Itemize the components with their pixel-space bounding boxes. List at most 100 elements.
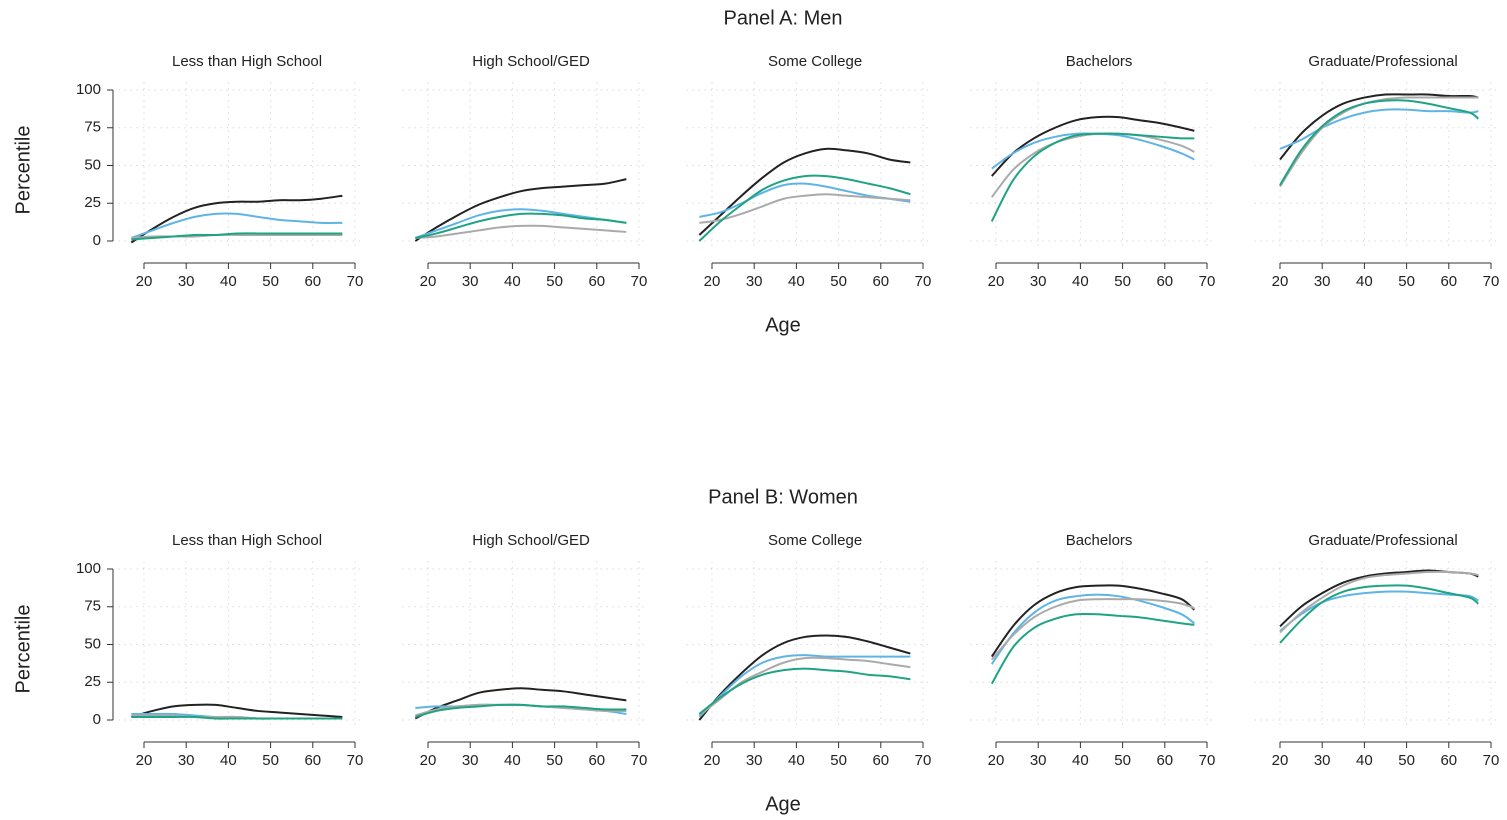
y-tick-label: 50 (84, 635, 101, 652)
line-series (131, 232, 343, 241)
subplot-title: Less than High School (172, 53, 322, 70)
x-tick-label: 20 (704, 752, 721, 769)
x-tick-label: 20 (420, 752, 437, 769)
line-series (991, 115, 1195, 177)
x-tick-label: 40 (1072, 273, 1089, 290)
line-series (698, 147, 911, 236)
subplot-title: Some College (768, 532, 862, 549)
panel-title: Panel B: Women (708, 486, 858, 508)
x-tick-label: 50 (262, 273, 279, 290)
x-tick-label: 40 (1072, 752, 1089, 769)
x-tick-label: 20 (1272, 273, 1289, 290)
y-axis-label: Percentile (12, 126, 34, 215)
x-tick-label: 60 (872, 273, 889, 290)
x-tick-label: 30 (462, 273, 479, 290)
line-series (698, 667, 911, 715)
x-tick-label: 20 (1272, 752, 1289, 769)
line-series (990, 132, 1195, 222)
y-tick-label: 50 (84, 156, 101, 173)
x-tick-label: 60 (1156, 273, 1173, 290)
y-tick-label: 25 (84, 194, 101, 211)
subplot-title: Bachelors (1066, 532, 1133, 549)
line-series (991, 598, 1195, 661)
line-series (131, 715, 343, 720)
x-tick-label: 40 (504, 752, 521, 769)
panel-title: Panel A: Men (724, 7, 843, 29)
line-series (990, 593, 1195, 665)
x-tick-label: 30 (1314, 752, 1331, 769)
x-tick-label: 70 (915, 273, 932, 290)
subplot-title: Bachelors (1066, 53, 1133, 70)
x-tick-label: 60 (588, 273, 605, 290)
y-tick-label: 75 (84, 119, 101, 136)
line-series (415, 703, 627, 718)
line-series (1279, 584, 1479, 644)
line-series (699, 193, 911, 224)
x-tick-label: 40 (788, 273, 805, 290)
subplot-title: High School/GED (472, 532, 590, 549)
x-tick-label: 50 (262, 752, 279, 769)
x-tick-label: 70 (347, 273, 364, 290)
y-tick-label: 0 (93, 232, 101, 249)
line-series (131, 212, 343, 239)
x-tick-label: 20 (988, 752, 1005, 769)
x-tick-label: 40 (1356, 752, 1373, 769)
y-tick-label: 100 (76, 81, 101, 98)
x-tick-label: 70 (631, 273, 648, 290)
line-series (415, 224, 627, 239)
line-series (698, 654, 911, 718)
line-series (414, 687, 627, 720)
x-tick-label: 50 (1398, 273, 1415, 290)
x-tick-label: 40 (788, 752, 805, 769)
x-tick-label: 30 (178, 273, 195, 290)
x-tick-label: 20 (704, 273, 721, 290)
line-series (415, 208, 627, 239)
x-tick-label: 50 (546, 273, 563, 290)
line-series (990, 612, 1195, 685)
x-tick-label: 20 (420, 273, 437, 290)
line-series (990, 132, 1195, 198)
x-tick-label: 50 (1114, 273, 1131, 290)
x-tick-label: 70 (1483, 752, 1500, 769)
line-series (991, 132, 1195, 170)
x-tick-label: 60 (872, 752, 889, 769)
y-tick-label: 75 (84, 598, 101, 615)
x-tick-label: 50 (1114, 752, 1131, 769)
x-tick-label: 30 (746, 273, 763, 290)
x-tick-label: 20 (988, 273, 1005, 290)
x-tick-label: 60 (588, 752, 605, 769)
line-series (698, 634, 911, 721)
x-tick-label: 30 (1030, 273, 1047, 290)
x-tick-label: 40 (220, 273, 237, 290)
subplot-title: Graduate/Professional (1308, 532, 1457, 549)
x-tick-label: 60 (304, 273, 321, 290)
x-axis-label: Age (765, 793, 801, 815)
y-tick-label: 100 (76, 560, 101, 577)
line-series (130, 194, 343, 244)
x-tick-label: 20 (136, 273, 153, 290)
x-tick-label: 30 (178, 752, 195, 769)
x-tick-label: 40 (504, 273, 521, 290)
x-tick-label: 70 (1483, 273, 1500, 290)
x-tick-label: 70 (631, 752, 648, 769)
x-tick-label: 50 (1398, 752, 1415, 769)
x-tick-label: 30 (462, 752, 479, 769)
x-axis-label: Age (765, 314, 801, 336)
x-tick-label: 50 (830, 752, 847, 769)
subplot-title: Graduate/Professional (1308, 53, 1457, 70)
line-series (990, 584, 1196, 658)
x-tick-label: 50 (830, 273, 847, 290)
x-tick-label: 40 (1356, 273, 1373, 290)
x-tick-label: 70 (1199, 752, 1216, 769)
x-tick-label: 60 (1440, 752, 1457, 769)
x-tick-label: 60 (1440, 273, 1457, 290)
x-tick-label: 40 (220, 752, 237, 769)
y-axis-label: Percentile (12, 605, 34, 694)
x-tick-label: 60 (304, 752, 321, 769)
x-tick-label: 30 (1314, 273, 1331, 290)
subplot-title: Some College (768, 53, 862, 70)
line-series (1279, 96, 1479, 188)
x-tick-label: 20 (136, 752, 153, 769)
line-series (1279, 570, 1479, 634)
